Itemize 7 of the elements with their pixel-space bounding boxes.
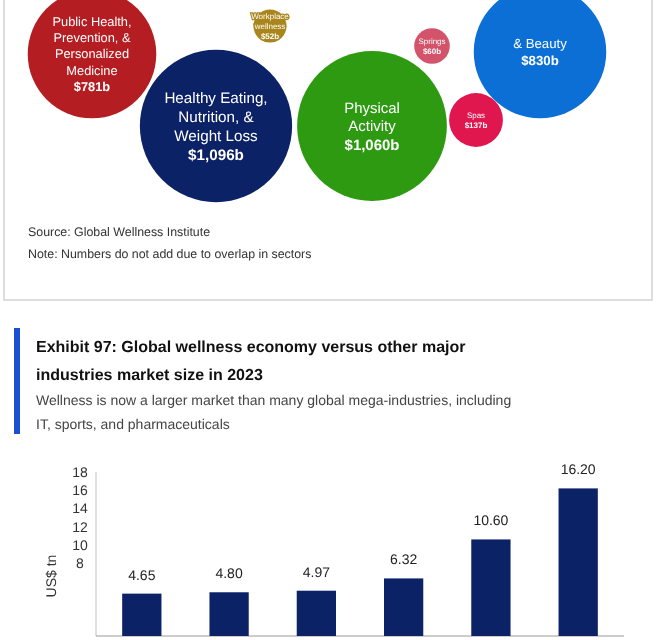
bar — [296, 590, 336, 636]
bar — [122, 593, 162, 636]
bar — [471, 539, 511, 636]
bar — [558, 488, 598, 636]
bar — [384, 578, 424, 636]
bar — [209, 592, 249, 636]
chart-title: Exhibit 97: Global wellness economy versus other major industries market size in 2023 — [36, 337, 466, 384]
